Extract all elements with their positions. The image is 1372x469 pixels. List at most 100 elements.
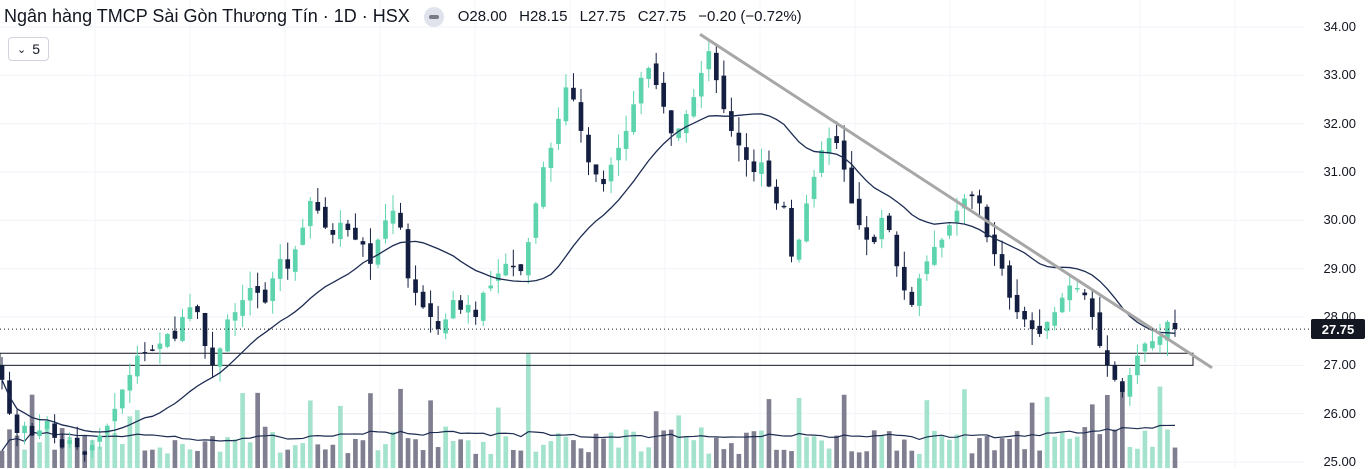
- volume-bar: [450, 441, 456, 468]
- candle-body: [405, 229, 411, 279]
- candle: [180, 308, 185, 342]
- candle: [232, 303, 238, 336]
- candle: [368, 228, 373, 280]
- volume-bar: [668, 429, 674, 468]
- volume-bar: [465, 440, 471, 468]
- volume-bar: [1104, 395, 1110, 468]
- candle-body: [706, 51, 712, 70]
- candle-body: [495, 273, 501, 281]
- volume-bar: [924, 400, 930, 468]
- candle-body: [661, 82, 667, 107]
- candle: [849, 151, 855, 204]
- support-zone[interactable]: [0, 352, 1194, 366]
- volume-bar: [307, 400, 313, 468]
- candle-body: [917, 278, 922, 306]
- volume-bar: [104, 432, 110, 468]
- candle-body: [195, 306, 200, 313]
- candle-body: [744, 147, 749, 160]
- candle-body: [1044, 321, 1050, 332]
- candle-body: [526, 242, 531, 276]
- volume-bar: [232, 439, 238, 468]
- volume-bar: [195, 450, 200, 468]
- volume-bar: [533, 451, 539, 468]
- volume-bar: [548, 441, 554, 468]
- candle: [924, 255, 930, 281]
- candle-body: [683, 114, 689, 134]
- candle-body: [473, 309, 479, 317]
- candle: [210, 331, 215, 378]
- candle-body: [458, 300, 464, 310]
- candle-body: [210, 347, 215, 366]
- candle: [225, 314, 230, 352]
- candle-body: [142, 352, 148, 354]
- candle: [443, 313, 448, 340]
- chevron-down-icon: ⌄: [17, 43, 27, 56]
- volume-bar: [1014, 430, 1020, 468]
- volume-bar: [398, 388, 403, 468]
- candle: [766, 150, 772, 188]
- trendline[interactable]: [699, 32, 1213, 370]
- candle-body: [345, 223, 351, 230]
- volume-bar: [623, 429, 629, 468]
- candle-body: [360, 241, 366, 245]
- candle: [82, 450, 88, 462]
- candle-body: [1120, 381, 1125, 392]
- candle-body: [879, 217, 885, 240]
- volume-bar: [1142, 430, 1148, 468]
- candle-body: [59, 439, 65, 448]
- candle: [571, 73, 576, 102]
- candle: [420, 285, 426, 309]
- candle: [67, 432, 73, 448]
- candle-body: [247, 288, 253, 301]
- candle: [992, 222, 997, 266]
- candle: [104, 423, 110, 438]
- candle-body: [901, 266, 907, 291]
- candle-body: [804, 203, 809, 242]
- candle: [578, 88, 584, 143]
- volume-bar: [1097, 434, 1103, 468]
- candle-body: [1165, 321, 1170, 341]
- candle: [804, 194, 809, 243]
- candle: [1150, 330, 1155, 351]
- volume-bar: [383, 444, 388, 468]
- candle: [841, 125, 847, 182]
- candle-body: [104, 425, 110, 434]
- indicator-count-toggle[interactable]: ⌄ 5: [8, 37, 50, 61]
- candle-body: [646, 68, 651, 79]
- candle-body: [698, 72, 704, 97]
- candle: [270, 271, 276, 314]
- candle-body: [428, 303, 433, 317]
- candle-body: [1059, 297, 1065, 313]
- candle: [969, 191, 975, 209]
- candle-body: [488, 285, 494, 289]
- volume-bar: [44, 426, 50, 468]
- candle: [1142, 342, 1148, 363]
- candle-body: [165, 333, 170, 347]
- candle: [751, 149, 757, 182]
- candle-body: [856, 198, 862, 226]
- candle-body: [1097, 312, 1103, 346]
- candle: [195, 304, 200, 319]
- candle: [1157, 323, 1163, 354]
- candle-body: [1022, 310, 1027, 320]
- candle: [1127, 367, 1133, 406]
- candle: [533, 201, 539, 244]
- candle: [593, 164, 599, 183]
- candle-body: [601, 178, 606, 185]
- candle-body: [1029, 320, 1035, 330]
- candle: [398, 202, 403, 230]
- volume-bar: [202, 441, 208, 468]
- candle-body: [1112, 365, 1118, 380]
- candle: [458, 295, 464, 314]
- candle: [1059, 292, 1065, 314]
- volume-bar: [969, 453, 975, 468]
- candle-body: [556, 118, 561, 145]
- y-tick-label: 26.00: [1323, 405, 1356, 421]
- volume-bar: [706, 453, 712, 468]
- candle: [954, 197, 960, 236]
- volume-bar: [165, 453, 170, 468]
- collapse-icon[interactable]: [423, 6, 444, 27]
- ohlc-readout: O28.00 H28.15 L27.75 C27.75 −0.20 (−0.72…: [458, 8, 810, 25]
- candle-body: [1104, 350, 1110, 366]
